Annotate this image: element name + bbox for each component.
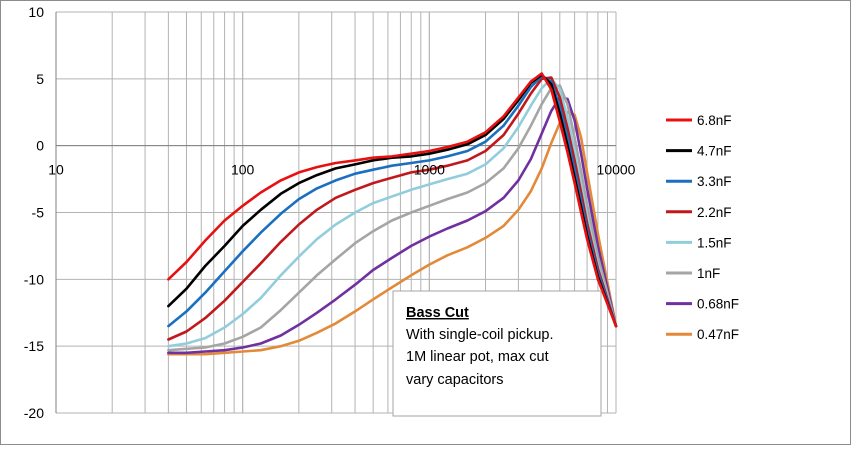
annotation-line-3: vary capacitors [406, 372, 504, 388]
x-tick-label: 10 [48, 162, 64, 178]
legend-label: 2.2nF [697, 205, 732, 220]
y-tick-label: 0 [36, 138, 44, 154]
series-line-3p3nf [167, 74, 618, 328]
tick-labels: 10 5 0 -5 -10 -15 -20 10 100 1000 10000 [24, 4, 636, 421]
series-line-1nf [167, 84, 618, 352]
series-line-1p5nf [167, 77, 618, 348]
y-tick-label: -15 [24, 338, 44, 354]
annotation-line-2: 1M linear pot, max cut [406, 349, 549, 365]
y-tick-label: -5 [32, 205, 45, 221]
x-tick-label: 100 [231, 162, 255, 178]
series-line-6p8nf [167, 72, 618, 328]
series-line-0p68nf [167, 96, 618, 355]
x-tick-label: 10000 [597, 162, 636, 178]
x-tick-label: 1000 [414, 162, 445, 178]
annotation-title: Bass Cut [406, 305, 469, 321]
series-line-4p7nf [167, 73, 618, 328]
legend-label: 1nF [697, 266, 720, 281]
annotation-line-1: With single-coil pickup. [406, 327, 553, 343]
y-tick-label: -20 [24, 405, 44, 421]
legend-label: 1.5nF [697, 235, 732, 250]
legend-label: 0.47nF [697, 327, 739, 342]
axes [55, 12, 616, 413]
y-tick-label: 5 [36, 71, 44, 87]
legend-label: 3.3nF [697, 174, 732, 189]
annotation-box: Bass Cut With single-coil pickup. 1M lin… [392, 290, 602, 417]
legend: 6.8nF 4.7nF 3.3nF 2.2nF 1.5nF 1nF 0.68nF 0.47nF [666, 113, 739, 342]
series-lines [167, 72, 618, 356]
legend-label: 6.8nF [697, 113, 732, 128]
legend-label: 4.7nF [697, 144, 732, 159]
legend-label: 0.68nF [697, 297, 739, 312]
y-tick-label: 10 [28, 4, 44, 20]
y-tick-label: -10 [24, 271, 44, 287]
series-line-2p2nf [167, 76, 618, 341]
